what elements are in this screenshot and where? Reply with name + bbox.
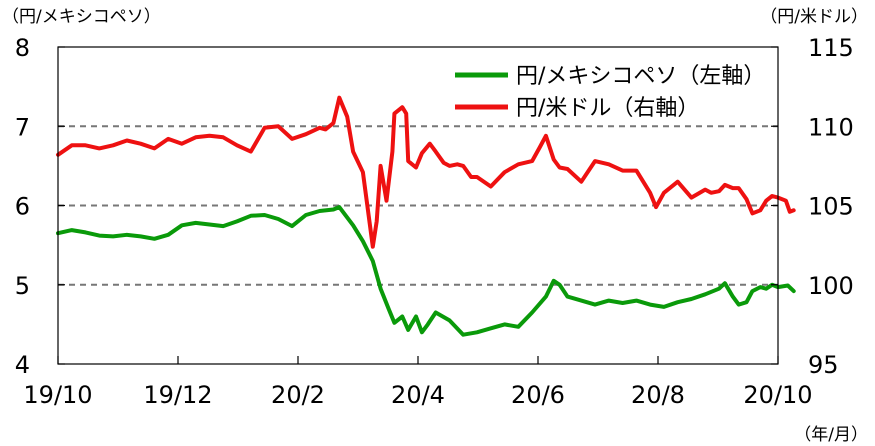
left-tick-label-0: 4 (15, 351, 30, 379)
x-tick-label-6: 20/10 (743, 381, 812, 409)
left-tick-label-3: 7 (15, 113, 30, 141)
series-lines (56, 95, 796, 337)
x-tick-label-0: 19/10 (23, 381, 92, 409)
x-tick-label-4: 20/6 (511, 381, 565, 409)
series-line-usd (56, 95, 796, 249)
axis-ticks (57, 46, 779, 365)
right-axis-unit: （円/米ドル） (760, 7, 868, 27)
left-tick-label-2: 6 (15, 193, 30, 221)
left-tick-label-4: 8 (15, 34, 30, 62)
legend: 円/メキシコペソ（左軸） 円/米ドル（右軸） (455, 64, 765, 121)
left-tick-label-1: 5 (15, 272, 30, 300)
right-tick-label-4: 115 (808, 34, 854, 62)
right-tick-label-0: 95 (808, 351, 839, 379)
right-tick-label-2: 105 (808, 193, 854, 221)
right-tick-label-1: 100 (808, 272, 854, 300)
legend-label-usd: 円/米ドル（右軸） (516, 96, 699, 121)
x-axis-unit: （年/月） (794, 425, 868, 445)
x-tick-label-3: 20/4 (391, 381, 445, 409)
x-tick-label-1: 19/12 (143, 381, 212, 409)
x-tick-label-5: 20/8 (631, 381, 685, 409)
legend-label-mxn: 円/メキシコペソ（左軸） (516, 64, 765, 89)
series-line-mxn (56, 205, 796, 337)
right-tick-label-3: 110 (808, 113, 854, 141)
x-tick-label-2: 20/2 (271, 381, 325, 409)
left-axis-unit: （円/メキシコペソ） (2, 7, 161, 27)
tick-labels: 19/10 19/12 20/2 20/4 20/6 20/8 20/10 4 5 6 7 8 95 10… (15, 34, 854, 409)
gridlines (58, 125, 778, 286)
